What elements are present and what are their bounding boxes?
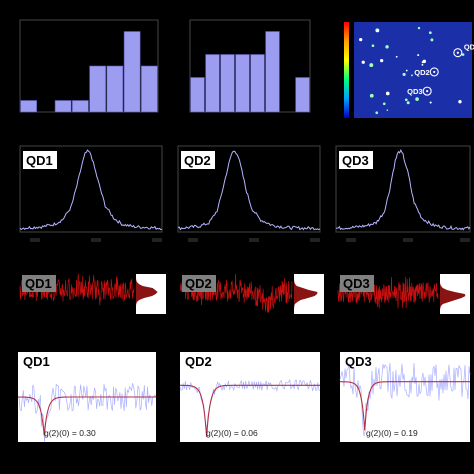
emitter-spot xyxy=(375,111,379,115)
panel-label-box xyxy=(22,275,56,292)
panel-label-box xyxy=(339,151,373,169)
panel-label: QD2 xyxy=(185,354,212,369)
colorbar xyxy=(344,22,349,118)
histogram-bar xyxy=(295,77,310,113)
panel-label: QD1 xyxy=(26,153,53,168)
histogram-bar xyxy=(220,54,235,113)
histogram-bar xyxy=(20,100,37,113)
tick-label xyxy=(188,238,198,242)
tick-label xyxy=(310,238,320,242)
panel-label-box xyxy=(182,275,216,292)
emitter-spot xyxy=(386,109,389,111)
g2-fit-line xyxy=(340,381,470,431)
emitter-spot xyxy=(395,55,398,58)
emitter-spot xyxy=(361,60,365,64)
emitter-spot xyxy=(417,54,420,57)
panel-label-box xyxy=(23,151,57,169)
histogram-bar xyxy=(235,54,250,113)
panel-label-box xyxy=(181,151,215,169)
intensity-histogram xyxy=(136,274,158,314)
g2-fit-line xyxy=(180,384,320,438)
qd-marker-circle xyxy=(422,86,432,96)
panel-label: QD3 xyxy=(342,153,369,168)
histogram-bar xyxy=(190,77,205,113)
qd-marker-dot xyxy=(433,70,436,74)
qd-marker-circle xyxy=(429,67,439,77)
qd-marker-dot xyxy=(426,90,429,93)
histogram-bar xyxy=(141,65,158,113)
panel-label: QD2 xyxy=(184,153,211,168)
spectrum-line xyxy=(177,150,321,231)
panel-label: QD2 xyxy=(185,276,212,291)
emitter-spot xyxy=(406,101,410,105)
histogram-bar xyxy=(72,100,89,113)
histogram-bar xyxy=(89,65,106,113)
emitter-spot xyxy=(415,97,419,101)
g2-annotation: g(2)(0) = 0.30 xyxy=(44,428,96,438)
emitter-spot xyxy=(422,59,427,64)
emitter-spot xyxy=(458,100,462,104)
spectrum-line xyxy=(335,149,471,231)
histogram-bar xyxy=(123,31,141,113)
g2-fit-line xyxy=(18,396,156,436)
emitter-spot xyxy=(411,74,413,77)
emitter-spot xyxy=(385,45,389,49)
qd-marker-label: QD1 xyxy=(464,43,474,52)
panel-label: QD3 xyxy=(343,276,370,291)
emitter-spot xyxy=(421,63,424,66)
qd-marker-label: QD3 xyxy=(407,87,422,96)
emitter-spot xyxy=(430,38,434,42)
panel-label: QD3 xyxy=(345,354,372,369)
emitter-spot xyxy=(371,44,375,48)
emitter-spot xyxy=(404,98,408,102)
tick-label xyxy=(403,238,413,242)
histogram-bar xyxy=(205,54,220,113)
intensity-histogram xyxy=(440,274,466,314)
panel-label: QD1 xyxy=(25,276,52,291)
histogram-bar xyxy=(54,100,72,113)
emitter-spot xyxy=(428,31,432,35)
intensity-histogram xyxy=(294,274,318,314)
tick-label xyxy=(249,238,259,242)
g2-annotation: g(2)(0) = 0.06 xyxy=(206,428,258,438)
emitter-spot xyxy=(375,28,378,31)
panel-label: QD1 xyxy=(23,354,50,369)
emitter-spot xyxy=(417,26,421,30)
emitter-spot xyxy=(385,91,390,96)
emitter-spot xyxy=(405,69,408,72)
qd-marker-dot xyxy=(456,51,459,54)
panel-label-box xyxy=(340,275,374,292)
emitter-spot xyxy=(461,53,465,56)
emitter-spot xyxy=(429,101,432,104)
histogram-frame xyxy=(189,19,311,113)
g2-data-line xyxy=(17,383,157,443)
spectrum-line xyxy=(19,149,163,231)
tick-label xyxy=(152,238,162,242)
tick-label xyxy=(460,238,470,242)
g2-annotation: g(2)(0) = 0.19 xyxy=(366,428,418,438)
emitter-spot xyxy=(359,37,363,42)
tick-label xyxy=(346,238,356,242)
qd-marker-circle xyxy=(453,48,463,58)
emitter-spot xyxy=(369,63,374,68)
emitter-spot xyxy=(369,93,374,98)
tick-label xyxy=(30,238,40,242)
emitter-spot xyxy=(380,59,384,63)
emitter-spot xyxy=(402,72,406,77)
qd-marker-label: QD2 xyxy=(414,68,429,77)
pl-map-image xyxy=(354,22,472,118)
tick-label xyxy=(91,238,101,242)
emitter-spot xyxy=(382,102,386,106)
g2-panel xyxy=(180,352,320,442)
histogram-frame xyxy=(19,19,159,113)
histogram-bar xyxy=(106,65,124,113)
histogram-bar xyxy=(265,31,280,113)
histogram-bar xyxy=(250,54,265,113)
